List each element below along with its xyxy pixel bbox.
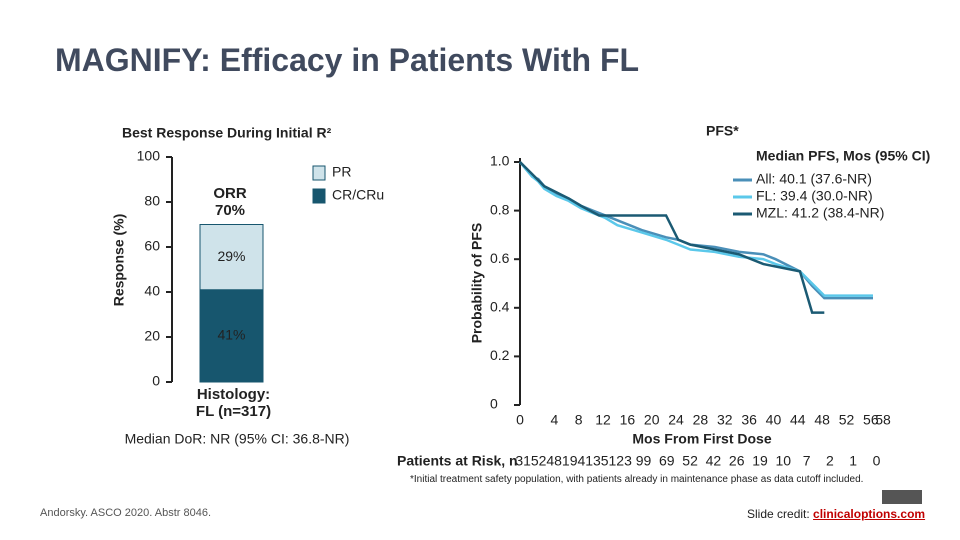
y-tick-label: 1.0 bbox=[490, 153, 510, 169]
annotation: ORR 70% bbox=[213, 185, 247, 219]
x-tick-label: 8 bbox=[575, 412, 583, 428]
x-tick-label: 24 bbox=[668, 412, 684, 428]
y-tick-label: 0 bbox=[490, 396, 498, 412]
x-tick-label: 56 bbox=[863, 412, 879, 428]
legend-title: Median PFS, Mos (95% CI) bbox=[756, 148, 930, 164]
legend-swatch bbox=[312, 165, 326, 181]
x-tick-label: 44 bbox=[790, 412, 806, 428]
legend-swatch bbox=[312, 188, 326, 204]
chart-title: Best Response During Initial R² bbox=[122, 125, 332, 141]
y-tick-label: 100 bbox=[137, 148, 161, 164]
at-risk-count: 19 bbox=[752, 453, 768, 469]
at-risk-count: 194 bbox=[562, 453, 586, 469]
x-tick-label: 36 bbox=[741, 412, 757, 428]
x-tick-label: 4 bbox=[550, 412, 558, 428]
y-axis-label: Probability of PFS bbox=[469, 223, 485, 344]
y-tick-label: 0.8 bbox=[490, 201, 510, 217]
credit-label: Slide credit: bbox=[747, 507, 810, 521]
at-risk-count: 2 bbox=[826, 453, 834, 469]
y-tick-label: 40 bbox=[144, 283, 160, 299]
category-label: Histology: FL (n=317) bbox=[195, 386, 272, 420]
citation: Andorsky. ASCO 2020. Abstr 8046. bbox=[40, 507, 212, 519]
km-curve bbox=[519, 161, 873, 297]
at-risk-count: 99 bbox=[636, 453, 652, 469]
value-label: 29% bbox=[217, 248, 245, 264]
x-axis-label: Mos From First Dose bbox=[632, 431, 771, 447]
footnote: *Initial treatment safety population, wi… bbox=[410, 474, 864, 485]
at-risk-count: 1 bbox=[849, 453, 857, 469]
chart-title: PFS* bbox=[706, 123, 739, 139]
at-risk-count: 26 bbox=[729, 453, 745, 469]
x-tick-label: 12 bbox=[595, 412, 611, 428]
at-risk-count: 52 bbox=[682, 453, 698, 469]
at-risk-count: 69 bbox=[659, 453, 675, 469]
legend-label: All: 40.1 (37.6-NR) bbox=[756, 171, 872, 187]
credit-link[interactable]: clinicaloptions.com bbox=[813, 507, 926, 521]
value-label: 41% bbox=[217, 327, 245, 343]
bar-segment bbox=[199, 224, 264, 291]
x-tick-label: 48 bbox=[814, 412, 830, 428]
note: Median DoR: NR (95% CI: 36.8-NR) bbox=[125, 431, 350, 447]
at-risk-count: 10 bbox=[776, 453, 792, 469]
x-tick-label: 20 bbox=[644, 412, 660, 428]
y-tick-label: 60 bbox=[144, 238, 160, 254]
y-tick-label: 0.6 bbox=[490, 250, 510, 266]
at-risk-count: 7 bbox=[803, 453, 811, 469]
x-tick-label: 40 bbox=[766, 412, 782, 428]
x-tick-label: 58 bbox=[875, 412, 891, 428]
y-tick-label: 0 bbox=[152, 373, 160, 389]
logo bbox=[882, 490, 922, 504]
legend-label: PR bbox=[332, 164, 351, 180]
at-risk-count: 0 bbox=[873, 453, 881, 469]
y-tick-label: 0.4 bbox=[490, 299, 510, 315]
legend-label: CR/CRu bbox=[332, 187, 384, 203]
credit: Slide credit: clinicaloptions.com bbox=[747, 507, 925, 521]
x-tick-label: 0 bbox=[516, 412, 524, 428]
legend-label: MZL: 41.2 (38.4-NR) bbox=[756, 205, 884, 221]
bar-segment bbox=[199, 289, 264, 383]
km-curve bbox=[519, 161, 825, 314]
x-tick-label: 16 bbox=[620, 412, 636, 428]
at-risk-count: 248 bbox=[539, 453, 563, 469]
y-axis-label: Response (%) bbox=[111, 214, 127, 307]
x-tick-label: 32 bbox=[717, 412, 733, 428]
y-tick-label: 0.2 bbox=[490, 347, 510, 363]
at-risk-count: 123 bbox=[609, 453, 633, 469]
at-risk-count: 42 bbox=[706, 453, 722, 469]
at-risk-count: 135 bbox=[585, 453, 609, 469]
at-risk-label: Patients at Risk, n bbox=[397, 453, 518, 469]
x-tick-label: 28 bbox=[693, 412, 709, 428]
at-risk-count: 315 bbox=[515, 453, 539, 469]
y-tick-label: 20 bbox=[144, 328, 160, 344]
y-tick-label: 80 bbox=[144, 193, 160, 209]
legend-label: FL: 39.4 (30.0-NR) bbox=[756, 188, 873, 204]
slide-title: MAGNIFY: Efficacy in Patients With FL bbox=[55, 42, 640, 78]
x-tick-label: 52 bbox=[839, 412, 855, 428]
